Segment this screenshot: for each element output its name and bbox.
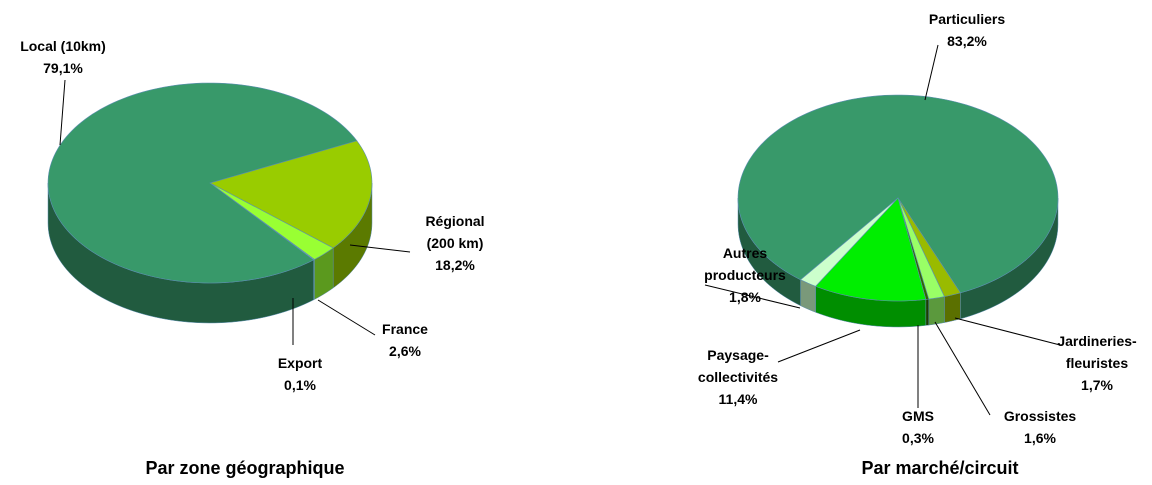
label-group: Local (10km) 79,1% [20, 35, 106, 79]
leader-line [934, 321, 991, 416]
label-group: Jardineries- fleuristes 1,7% [1057, 330, 1136, 396]
value-label: 1,6% [1024, 430, 1056, 446]
slice [47, 82, 358, 284]
slice-side [928, 296, 945, 326]
slice-side [944, 292, 961, 323]
chart-title: Par zone géographique [145, 458, 345, 478]
slice-label: Export [277, 355, 323, 371]
slice-label: Particuliers [928, 11, 1006, 27]
slice-label: Jardineries- fleuristes [1057, 333, 1137, 371]
slice-label: Grossistes [1003, 408, 1077, 424]
label-group: Autres producteurs 1,8% [704, 242, 786, 308]
slice-label: France [382, 321, 428, 337]
leader-line [704, 284, 801, 309]
slice-label: Local (10km) [20, 38, 106, 54]
value-label: 0,1% [284, 377, 316, 393]
slice [209, 140, 373, 249]
slice [800, 197, 899, 287]
label-group: Grossistes 1,6% [1004, 405, 1076, 449]
slice [815, 197, 927, 302]
leader-line [777, 329, 861, 363]
value-label: 11,4% [718, 391, 758, 407]
value-label: 79,1% [43, 60, 83, 76]
chart-title: Par marché/circuit [861, 458, 1019, 478]
slice [737, 94, 1059, 294]
value-label: 1,8% [729, 289, 761, 305]
leader-line [924, 44, 939, 101]
leader-line [349, 244, 411, 253]
label-group: Régional (200 km) 18,2% [425, 210, 484, 276]
value-label: 2,6% [389, 343, 421, 359]
slice [209, 182, 334, 260]
label-group: Particuliers 83,2% [929, 8, 1005, 52]
value-label: 83,2% [947, 33, 987, 49]
label-group: France 2,6% [382, 318, 428, 362]
label-group: Paysage- collectivités 11,4% [698, 344, 778, 410]
value-label: 0,3% [902, 430, 934, 446]
value-label: 1,7% [1081, 377, 1113, 393]
leader-line [59, 79, 66, 146]
slice-label: Régional (200 km) [425, 213, 485, 251]
slice-side [925, 298, 930, 326]
slice-label: Paysage- collectivités [697, 347, 779, 385]
slice-label: Autres producteurs [704, 245, 786, 283]
label-group: Export 0,1% [278, 352, 322, 396]
leader-line [954, 317, 1061, 346]
label-group: GMS 0,3% [902, 405, 934, 449]
leader-line [317, 299, 376, 336]
slice-label: GMS [902, 408, 934, 424]
value-label: 18,2% [435, 257, 475, 273]
